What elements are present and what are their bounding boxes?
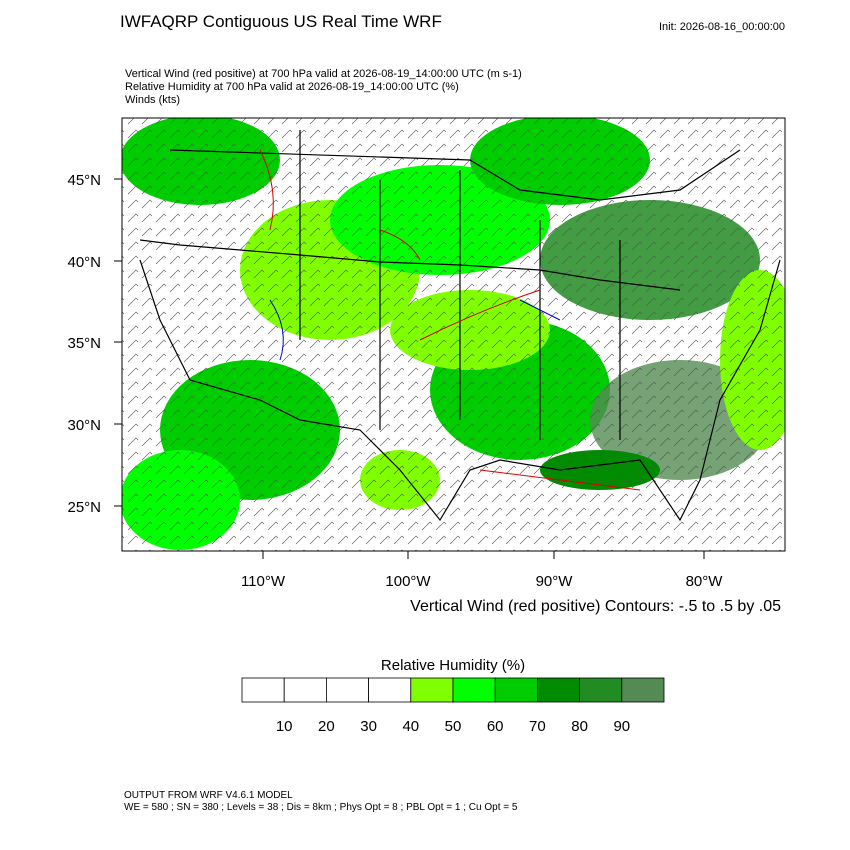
- colorbar-box: [579, 677, 623, 703]
- colorbar-label: 40: [402, 718, 419, 735]
- lon-label: 110°W: [241, 573, 286, 590]
- colorbar-label: 20: [318, 718, 335, 735]
- colorbar-label: 30: [360, 718, 377, 735]
- map-frame: [121, 117, 786, 552]
- lat-label: 35°N: [67, 335, 101, 352]
- lat-label: 45°N: [67, 172, 101, 189]
- lon-label: 80°W: [686, 573, 724, 590]
- lat-label: 30°N: [67, 417, 101, 434]
- colorbar-box: [325, 677, 369, 703]
- colorbar-box: [537, 677, 581, 703]
- colorbar-box: [283, 677, 327, 703]
- axis-labels: 45°N 40°N 35°N 30°N 25°N 110°W 100°W 90°W 80°W: [67, 172, 723, 590]
- footer-line: OUTPUT FROM WRF V4.6.1 MODEL: [124, 790, 293, 801]
- boundaries: [139, 130, 781, 522]
- colorbar-title: Relative Humidity (%): [381, 657, 525, 674]
- colorbar-label: 50: [445, 718, 462, 735]
- footer-line: WE = 580 ; SN = 380 ; Levels = 38 ; Dis …: [124, 802, 518, 813]
- lon-label: 100°W: [385, 573, 431, 590]
- colorbar-box: [494, 677, 538, 703]
- vertical-wind-contours: [259, 149, 641, 491]
- lat-label: 40°N: [67, 254, 101, 271]
- colorbar-label: 90: [613, 718, 630, 735]
- colorbar-label: 10: [276, 718, 293, 735]
- wind-barbs: [122, 118, 785, 551]
- colorbar-box: [241, 677, 285, 703]
- subtitle: Winds (kts): [125, 94, 180, 106]
- title: IWFAQRP Contiguous US Real Time WRF: [120, 12, 442, 31]
- colorbar-label: 70: [529, 718, 546, 735]
- subtitle: Vertical Wind (red positive) at 700 hPa …: [125, 68, 522, 80]
- lon-label: 90°W: [536, 573, 574, 590]
- map-area: [122, 118, 785, 551]
- colorbar-box: [368, 677, 412, 703]
- init-time: Init: 2026-08-16_00:00:00: [659, 21, 785, 33]
- colorbar: 10 20 30 40 50 60 70 80 90: [241, 677, 665, 735]
- contour-note: Vertical Wind (red positive) Contours: -…: [410, 598, 781, 615]
- colorbar-box: [621, 677, 665, 703]
- colorbar-label: 60: [487, 718, 504, 735]
- colorbar-box: [452, 677, 496, 703]
- subtitle: Relative Humidity at 700 hPa valid at 20…: [125, 81, 459, 93]
- colorbar-box: [410, 677, 454, 703]
- colorbar-label: 80: [571, 718, 588, 735]
- lat-label: 25°N: [67, 499, 101, 516]
